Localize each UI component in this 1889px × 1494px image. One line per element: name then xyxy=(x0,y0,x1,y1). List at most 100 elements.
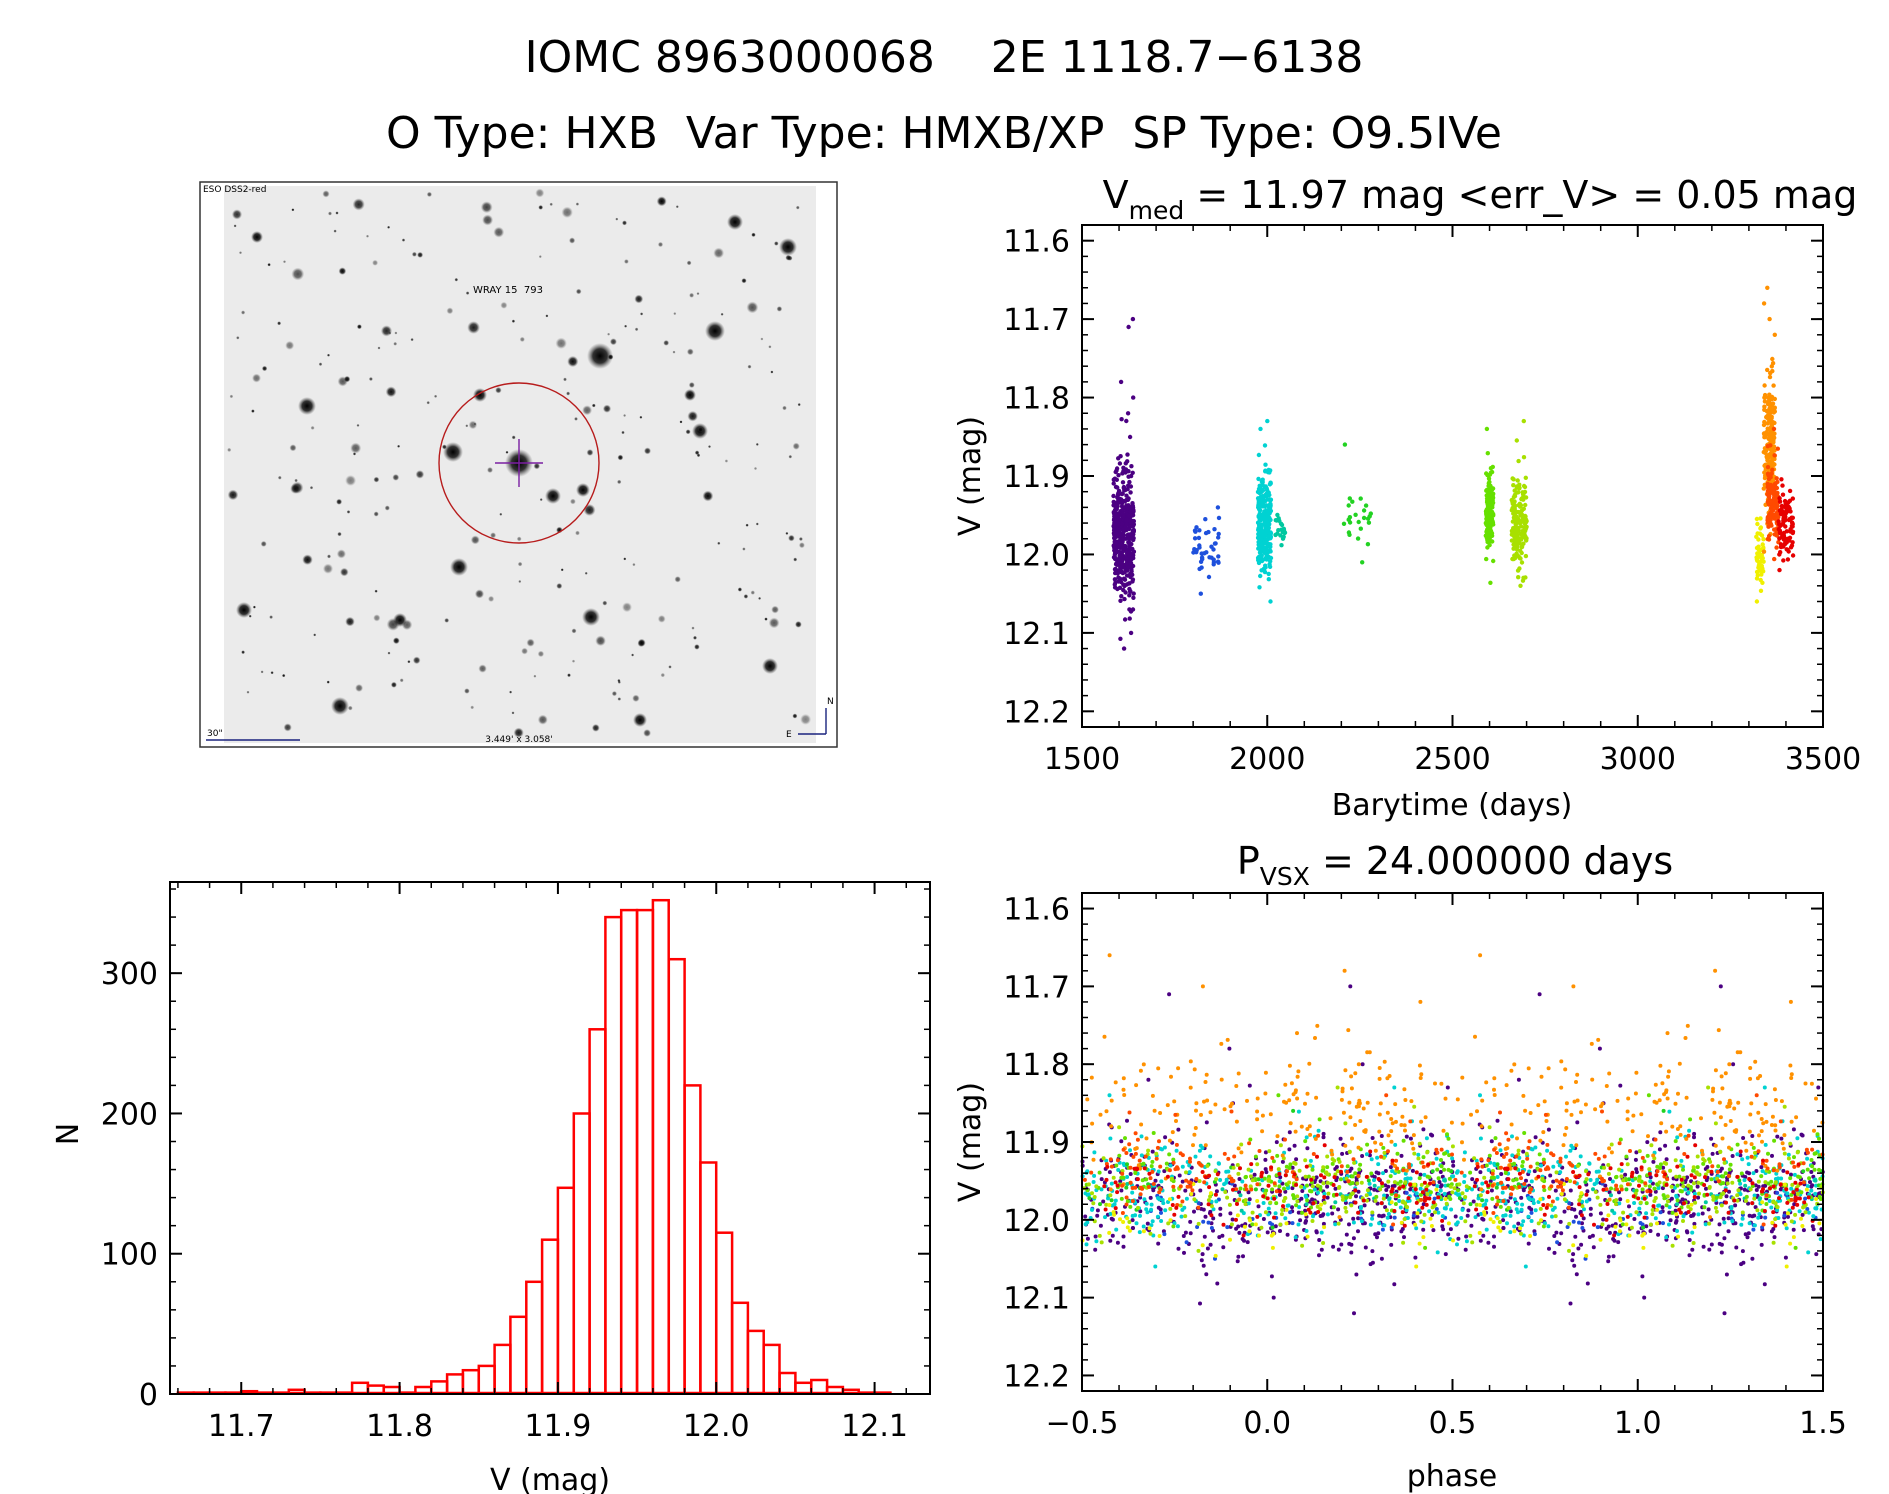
lightcurve-point xyxy=(1198,591,1204,596)
phased-point xyxy=(1375,1155,1380,1160)
phased-point xyxy=(1661,1165,1666,1170)
phased-point xyxy=(1414,1264,1419,1269)
phased-point xyxy=(1293,1235,1298,1240)
phased-point xyxy=(1480,1098,1485,1103)
phased-point xyxy=(1644,1211,1649,1216)
phased-point xyxy=(1638,1200,1643,1205)
finder-star xyxy=(387,651,391,655)
finder-star xyxy=(407,660,411,664)
phased-point xyxy=(1645,1153,1650,1158)
phased-point xyxy=(1448,1184,1453,1189)
phased-point xyxy=(1121,1234,1126,1239)
phased-point xyxy=(1519,1231,1523,1236)
lightcurve-point xyxy=(1515,539,1520,545)
lightcurve-point xyxy=(1256,476,1261,482)
phased-point xyxy=(1649,1143,1654,1148)
lightcurve-point xyxy=(1766,494,1772,500)
phased-point xyxy=(1773,1128,1778,1133)
phased-point xyxy=(1449,1207,1454,1212)
phased-point xyxy=(1526,1214,1531,1219)
finder-star xyxy=(560,568,564,572)
phased-point xyxy=(1695,1154,1700,1159)
lightcurve-point xyxy=(1257,484,1263,489)
phased-point xyxy=(1219,1077,1224,1082)
phased-point xyxy=(1587,1235,1592,1240)
lightcurve-point xyxy=(1770,368,1775,374)
phased-point xyxy=(1352,1311,1356,1316)
lightcurve-point xyxy=(1484,426,1490,432)
phased-point xyxy=(1369,1157,1374,1162)
phased-point xyxy=(1221,1245,1226,1250)
phased-point xyxy=(1461,1201,1466,1206)
phased-point xyxy=(1457,1182,1462,1187)
finder-star xyxy=(569,237,576,244)
phased-point xyxy=(1273,1224,1278,1229)
phased-point xyxy=(1531,1198,1536,1202)
phased-point xyxy=(1365,1100,1370,1105)
phased-point xyxy=(1144,1201,1149,1206)
lightcurve-point xyxy=(1519,544,1525,549)
lightcurve-point xyxy=(1769,463,1775,468)
phased-point xyxy=(1373,1140,1378,1145)
phased-point xyxy=(1462,1173,1467,1178)
phased-point xyxy=(1750,1256,1755,1261)
lightcurve-point xyxy=(1267,470,1272,475)
phased-point xyxy=(1142,1197,1147,1202)
phased-point xyxy=(1375,1235,1379,1240)
phased-point xyxy=(1750,1214,1755,1219)
phased-point xyxy=(1607,1190,1612,1195)
lightcurve-point xyxy=(1772,499,1777,504)
phased-point xyxy=(1386,1149,1390,1154)
phased-point xyxy=(1578,1194,1583,1199)
lightcurve-point xyxy=(1488,580,1493,585)
phased-point xyxy=(1336,1207,1341,1212)
finder-star xyxy=(657,615,666,623)
phased-point xyxy=(1287,1147,1292,1152)
phased-point xyxy=(1386,1184,1391,1189)
lightcurve-point xyxy=(1216,554,1221,559)
phased-point xyxy=(1435,1167,1440,1172)
phased-point xyxy=(1117,1125,1122,1130)
phased-point xyxy=(1720,1086,1725,1091)
phased-point xyxy=(1158,1111,1163,1115)
finder-star xyxy=(246,690,250,694)
phased-point xyxy=(1763,1180,1768,1185)
finder-star xyxy=(517,561,523,567)
phased-point xyxy=(1541,1224,1546,1229)
phased-point xyxy=(1791,1127,1796,1132)
phased-point xyxy=(1609,1150,1614,1155)
phased-point xyxy=(1721,1216,1726,1221)
phased-point xyxy=(1539,1218,1543,1223)
phased-point xyxy=(1527,1190,1532,1195)
phased-point xyxy=(1121,1076,1126,1081)
finder-star xyxy=(611,691,618,697)
lightcurve-point xyxy=(1131,395,1136,400)
phased-point xyxy=(1800,1133,1805,1138)
phased-point xyxy=(1284,1207,1289,1212)
phased-point xyxy=(1611,1254,1616,1259)
phased-point xyxy=(1290,1165,1295,1170)
lightcurve-point xyxy=(1766,537,1772,542)
phased-point xyxy=(1744,1198,1748,1203)
lightcurve-point xyxy=(1770,458,1775,463)
phased-point xyxy=(1769,1179,1774,1184)
phased-point xyxy=(1299,1184,1304,1189)
phased-point xyxy=(1231,1165,1236,1170)
phased-point xyxy=(1470,1177,1475,1182)
phased-point xyxy=(1288,1162,1293,1167)
lightcurve-point xyxy=(1777,496,1782,501)
phased-point xyxy=(1144,1177,1149,1182)
phased-point xyxy=(1477,1203,1482,1207)
lightcurve-point xyxy=(1756,537,1761,542)
phased-point xyxy=(1662,1196,1667,1201)
finder-star xyxy=(637,638,646,647)
phased-point xyxy=(1512,1224,1517,1229)
phased-point xyxy=(1213,1253,1218,1258)
phased-point xyxy=(1726,1229,1731,1234)
phased-point xyxy=(1756,1215,1761,1220)
phased-point xyxy=(1718,1150,1723,1154)
phased-point xyxy=(1567,1221,1572,1226)
phased-point xyxy=(1571,984,1576,989)
phased-point xyxy=(1552,1234,1557,1238)
finder-star xyxy=(347,705,353,711)
